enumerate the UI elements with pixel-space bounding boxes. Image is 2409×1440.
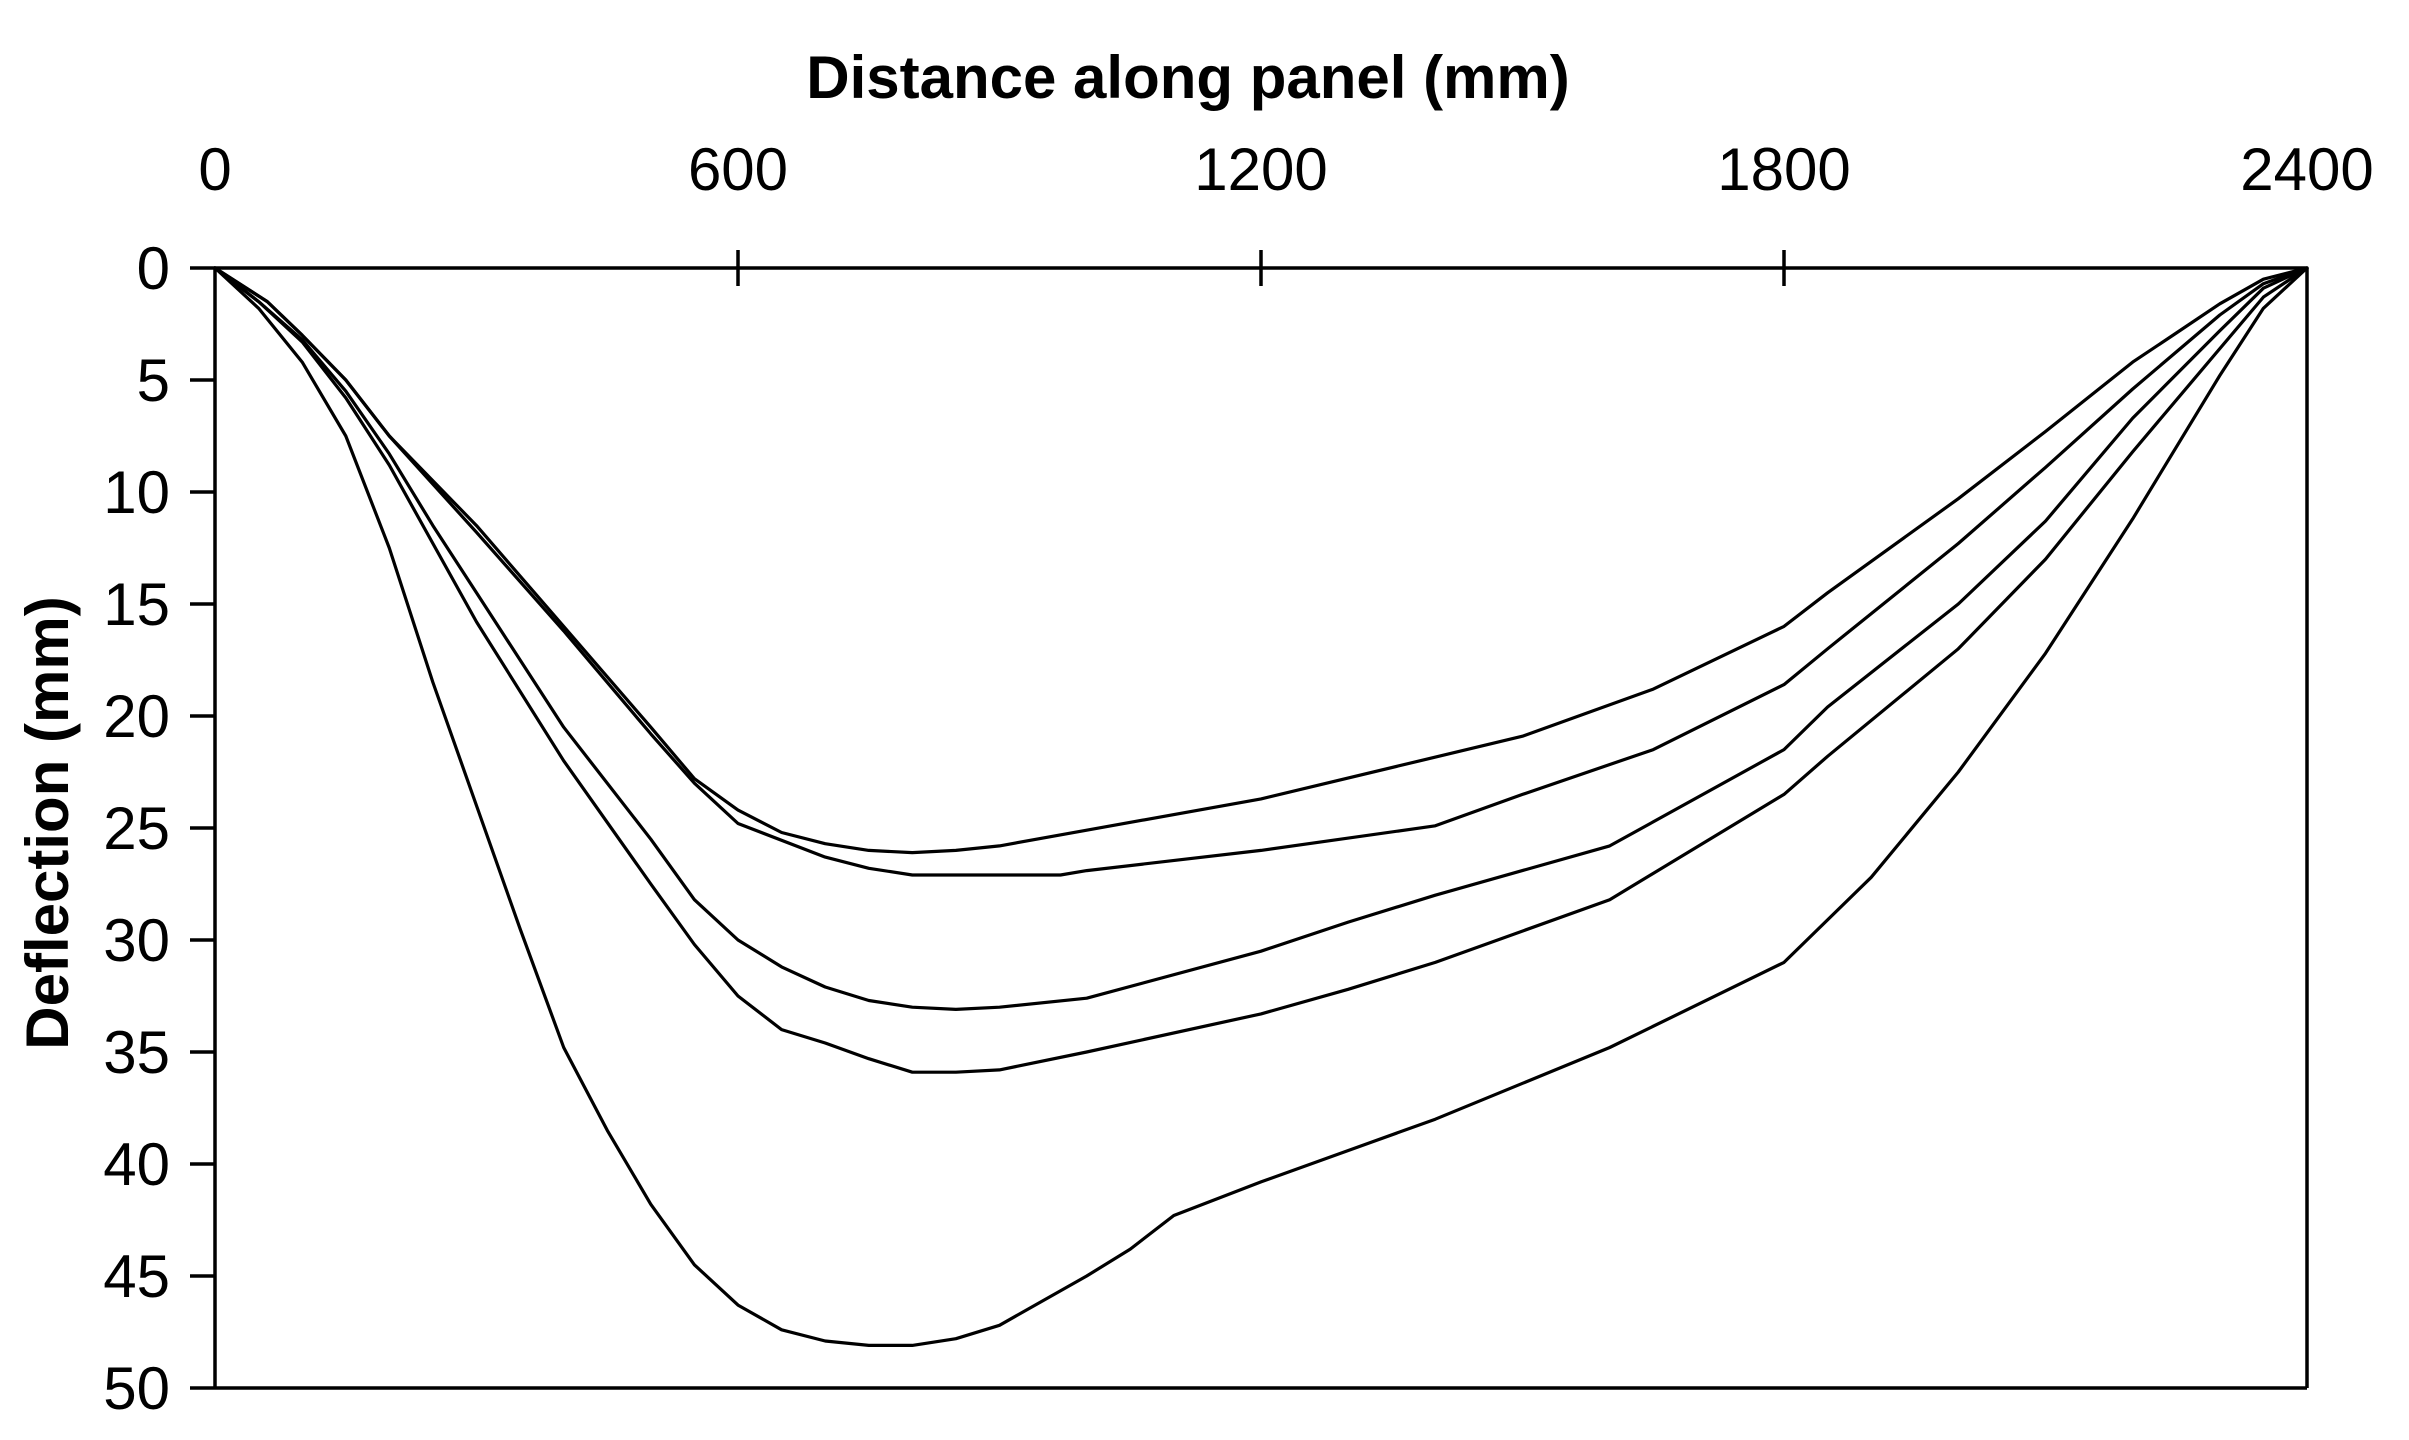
series-group <box>213 266 2309 1348</box>
x-tick-label: 1800 <box>1717 136 1850 203</box>
y-tick-label: 30 <box>103 907 170 974</box>
x-tick-label: 2400 <box>2240 136 2373 203</box>
y-tick-label: 50 <box>103 1355 170 1422</box>
deflection-curve-2 <box>213 266 2309 877</box>
y-tick-label: 25 <box>103 795 170 862</box>
y-tick-label: 15 <box>103 571 170 638</box>
deflection-curve-1 <box>213 266 2309 855</box>
y-tick-label: 45 <box>103 1243 170 1310</box>
x-axis-title: Distance along panel (mm) <box>806 44 1569 111</box>
y-axis-title: Deflection (mm) <box>14 596 81 1049</box>
y-tick-label: 0 <box>137 235 170 302</box>
deflection-curve-4 <box>213 266 2309 1074</box>
deflection-curve-3 <box>213 266 2309 1012</box>
x-tick-label: 0 <box>198 136 231 203</box>
y-tick-label: 5 <box>137 347 170 414</box>
y-tick-group: 0 5 10 15 20 25 30 35 40 45 50 <box>103 235 215 1422</box>
y-tick-label: 40 <box>103 1131 170 1198</box>
x-tick-label: 600 <box>688 136 788 203</box>
y-tick-label: 20 <box>103 683 170 750</box>
deflection-curve-5 <box>213 266 2309 1348</box>
y-tick-label: 35 <box>103 1019 170 1086</box>
y-tick-label: 10 <box>103 459 170 526</box>
x-tick-label: 1200 <box>1194 136 1327 203</box>
x-tick-group: 0 600 1200 1800 2400 <box>198 136 2374 286</box>
